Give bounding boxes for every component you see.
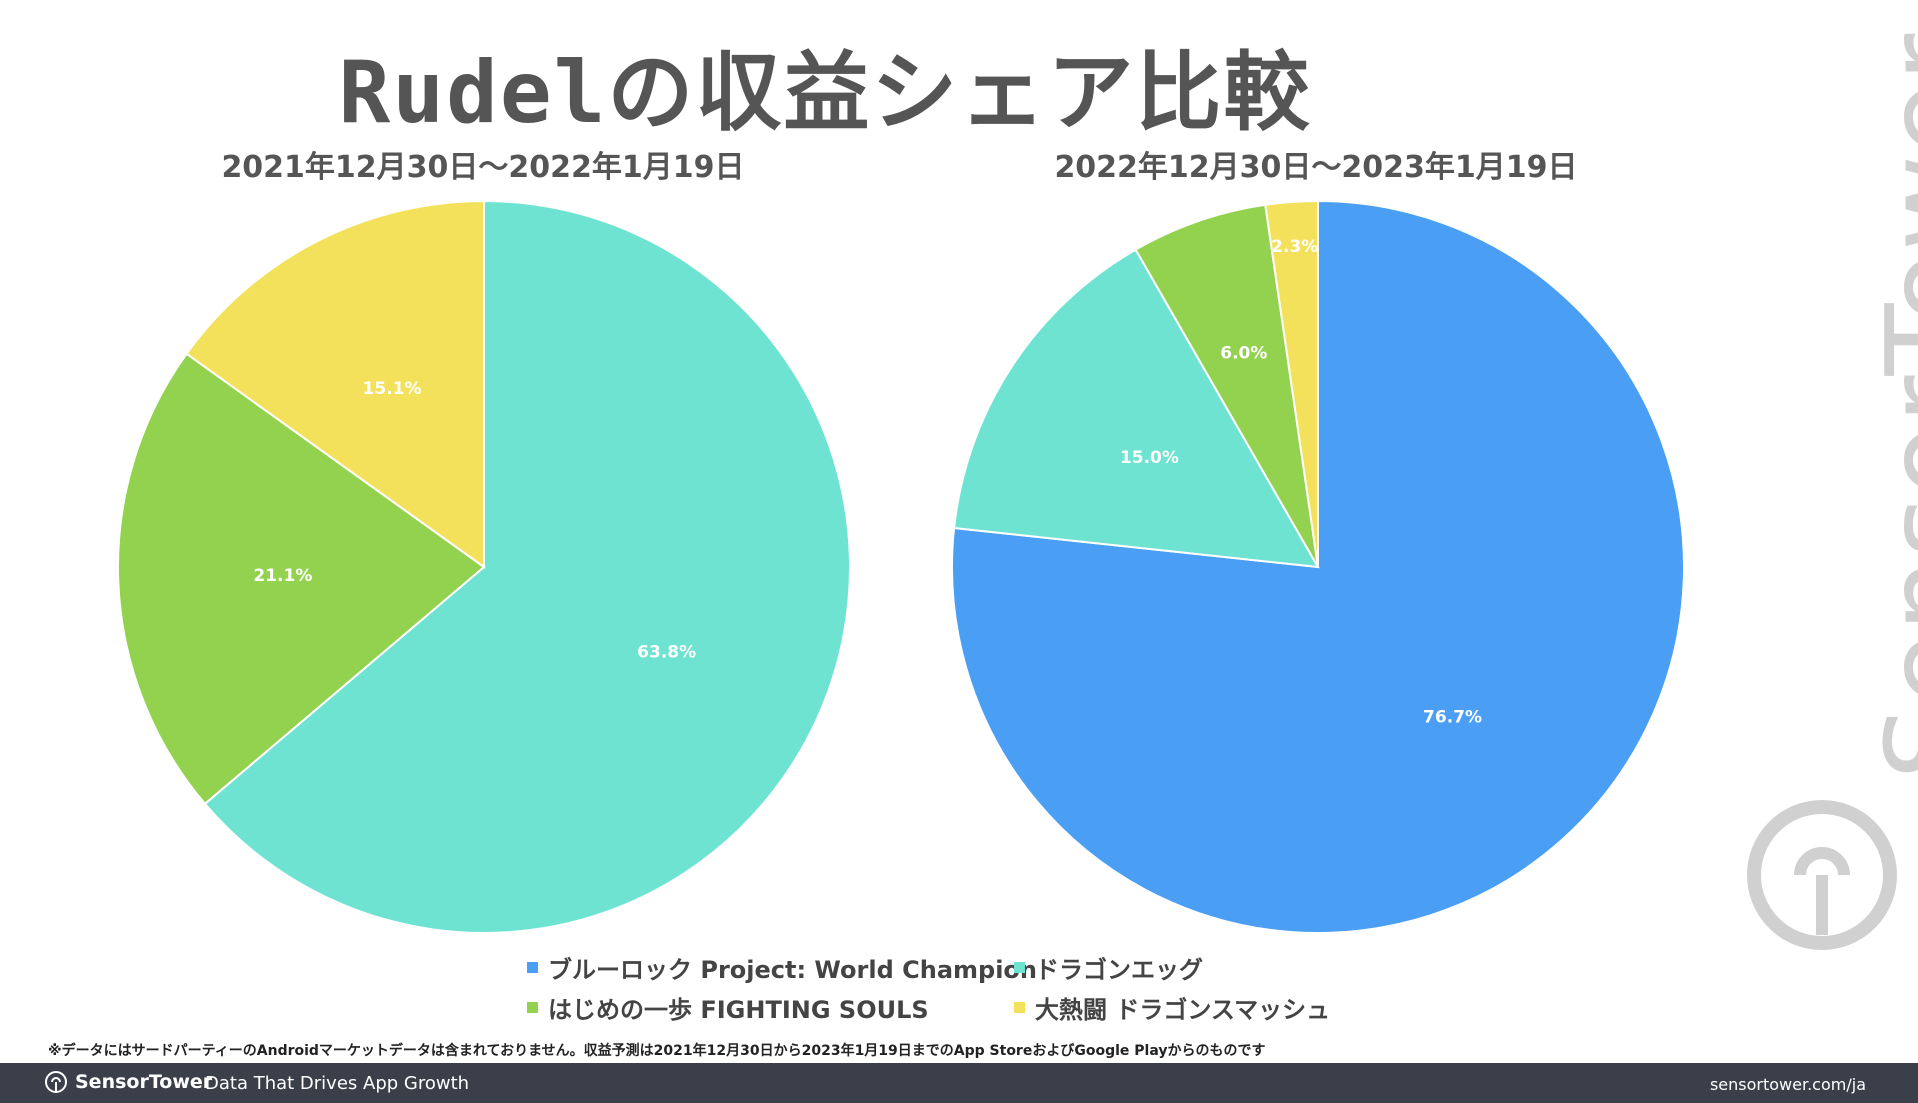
slice-data-label: 15.1% <box>363 379 422 399</box>
footer-site-link[interactable]: sensortower.com/ja <box>1709 1075 1866 1094</box>
pie-slice <box>203 199 851 934</box>
page-title: Rudelの収益シェア比較 <box>338 43 1312 143</box>
slice-data-label: 15.0% <box>1120 448 1179 468</box>
footer-bar: SensorTower Data That Drives App Growth … <box>0 1063 1918 1103</box>
slice-data-label: 63.8% <box>637 643 696 663</box>
legend-swatch <box>1014 1002 1025 1013</box>
pie-slice <box>1264 199 1319 568</box>
pie-slice <box>117 352 486 806</box>
legend-item: はじめの一歩 FIGHTING SOULS <box>527 990 929 1025</box>
footnote: ※データにはサードパーティーのAndroidマーケットデータは含まれておりません… <box>48 1043 1266 1059</box>
legend-swatch <box>527 1002 538 1013</box>
pie-slice <box>1134 203 1319 568</box>
chart-title-left: 2021年12月30日～2022年1月19日 <box>221 150 745 185</box>
legend-label: ブルーロック Project: World Champion <box>548 956 1038 984</box>
watermark-text: SensorTower <box>1860 33 1918 780</box>
footer-brand-label: SensorTower <box>75 1071 213 1093</box>
footer-brand[interactable]: SensorTower <box>44 1070 212 1094</box>
legend-label: 大熱闘 ドラゴンスマッシュ <box>1035 996 1331 1024</box>
slice-data-label: 21.1% <box>253 566 312 586</box>
slice-data-label: 6.0% <box>1220 344 1267 364</box>
legend-label: はじめの一歩 FIGHTING SOULS <box>548 996 929 1024</box>
legend-item: 大熱闘 ドラゴンスマッシュ <box>1014 990 1330 1025</box>
sensortower-watermark-icon <box>1747 800 1897 950</box>
legend-item: ブルーロック Project: World Champion <box>527 950 1037 985</box>
legend-label: ドラゴンエッグ <box>1035 956 1203 984</box>
pie-slice <box>952 248 1320 569</box>
slice-data-label: 2.3% <box>1271 237 1318 257</box>
chart-title-right: 2022年12月30日～2023年1月19日 <box>1054 150 1578 185</box>
legend-item: ドラゴンエッグ <box>1014 950 1203 985</box>
slice-data-label: 76.7% <box>1423 708 1482 728</box>
legend-swatch <box>1014 962 1025 973</box>
legend-swatch <box>527 962 538 973</box>
footer-tagline: Data That Drives App Growth <box>205 1073 470 1094</box>
sensortower-logo-icon <box>45 1071 67 1093</box>
pie-slice <box>185 199 485 569</box>
